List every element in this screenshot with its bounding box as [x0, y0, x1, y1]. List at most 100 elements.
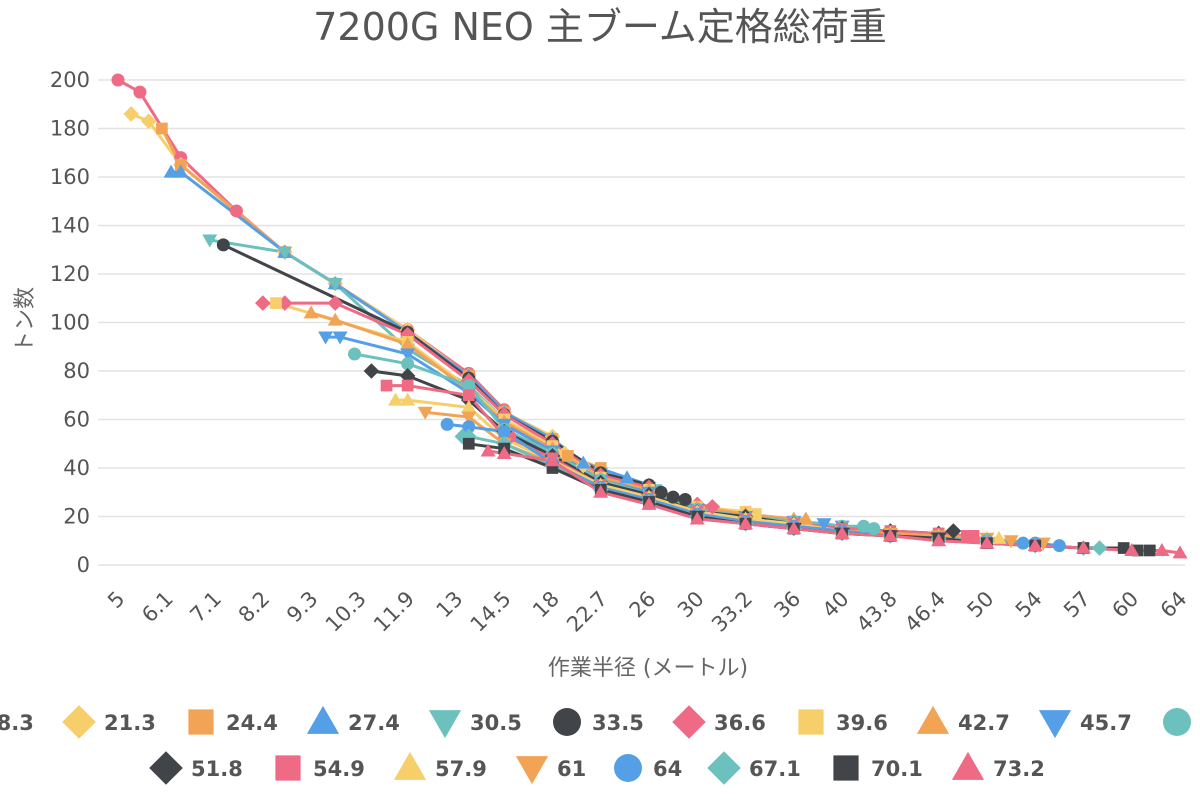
data-point: [1154, 542, 1170, 556]
chart-title: 7200G NEO 主ブーム定格総荷重: [313, 5, 887, 49]
data-point: [461, 399, 477, 413]
y-tick-label: 40: [63, 456, 90, 480]
legend-item[interactable]: 57.9: [393, 751, 487, 781]
legend-item[interactable]: 61: [515, 756, 586, 785]
legend-marker: [306, 705, 340, 734]
data-point: [363, 363, 380, 379]
data-point: [462, 379, 476, 393]
data-point: [496, 445, 512, 459]
data-point: [562, 450, 574, 462]
legend-marker: [188, 709, 214, 735]
y-tick-label: 180: [50, 117, 90, 141]
x-tick-label: 6.1: [137, 587, 178, 628]
legend-item[interactable]: 54.9: [275, 755, 365, 781]
data-point: [111, 73, 125, 87]
data-point: [546, 462, 559, 474]
legend-item[interactable]: 18.3: [0, 708, 34, 736]
legend-marker: [393, 751, 427, 780]
data-point: [867, 522, 881, 536]
data-point: [738, 516, 754, 530]
legend-item[interactable]: 27.4: [306, 705, 400, 735]
legend-label: 57.9: [435, 757, 487, 781]
x-tick-label: 33.2: [707, 587, 757, 637]
data-point: [979, 535, 995, 549]
legend-item[interactable]: 67.1: [707, 751, 801, 785]
series-line: [209, 238, 656, 492]
legend-label: 45.7: [1080, 711, 1132, 735]
legend-label: 30.5: [470, 711, 522, 735]
data-point: [1027, 538, 1043, 552]
legend-item[interactable]: 30.5: [428, 710, 522, 739]
legend-item[interactable]: 39.6: [798, 709, 888, 735]
y-axis-title: トン数: [13, 287, 38, 353]
y-tick-label: 60: [63, 408, 90, 432]
data-point: [1143, 544, 1156, 557]
data-point: [173, 164, 189, 178]
data-point: [462, 420, 476, 434]
legend-marker: [149, 751, 183, 785]
legend-item[interactable]: 70.1: [833, 755, 923, 781]
x-tick-label: 36: [769, 587, 805, 623]
legend-item[interactable]: 73.2: [951, 751, 1045, 781]
x-tick-label: 26: [625, 587, 661, 623]
data-point: [348, 347, 362, 361]
legend-label: 73.2: [993, 757, 1045, 781]
legend-item[interactable]: 36.6: [672, 705, 766, 739]
data-point: [750, 508, 762, 520]
x-tick-label: 30: [673, 587, 709, 623]
data-point: [327, 312, 343, 326]
legend-marker: [275, 755, 301, 781]
legend-item[interactable]: 45.7: [1038, 710, 1132, 739]
x-axis-title: 作業半径 (メートル): [548, 656, 748, 681]
legend-item[interactable]: 33.5: [553, 708, 644, 736]
data-point: [327, 295, 344, 311]
x-tick-label: 50: [963, 587, 999, 623]
data-point: [140, 113, 157, 130]
x-tick-label: 11.9: [369, 587, 419, 637]
legend-marker: [553, 708, 581, 736]
legend-label: 64: [653, 757, 682, 781]
legend-item[interactable]: 21.3: [62, 705, 156, 739]
legend-label: 18.3: [0, 711, 34, 735]
y-tick-label: 0: [77, 553, 90, 577]
data-point: [967, 530, 980, 542]
data-point: [1003, 535, 1019, 549]
data-point: [229, 204, 243, 218]
data-point: [400, 392, 416, 406]
y-axis-ticks: 0 20 40 60 80 100 120 140 160 180 200: [50, 68, 90, 577]
data-point: [666, 490, 680, 504]
data-point: [400, 336, 416, 350]
data-point: [462, 437, 475, 450]
data-point: [798, 511, 814, 525]
x-tick-label: 22.7: [562, 587, 612, 637]
x-tick-label: 46.4: [900, 587, 950, 637]
legend-item[interactable]: 51.8: [149, 751, 243, 785]
legend-label: 27.4: [348, 711, 400, 735]
data-point: [544, 453, 560, 467]
legend-label: 42.7: [958, 711, 1010, 735]
data-point: [388, 392, 404, 406]
series-line: [310, 311, 806, 521]
legend-label: 36.6: [714, 711, 766, 735]
data-point: [461, 411, 477, 425]
legend-item[interactable]: 42.7: [916, 705, 1010, 735]
legend: 18.3 21.3 24.4 27.4 30.5 33.5 36.6 39.6 42.7 45.7…: [0, 705, 1200, 785]
legend-item[interactable]: 24.4: [188, 709, 278, 735]
data-point: [960, 530, 973, 542]
legend-label: 61: [557, 757, 586, 781]
legend-marker: [62, 705, 96, 739]
legend-item[interactable]: 64: [614, 754, 682, 782]
series-line: [222, 243, 686, 501]
legend-marker: [916, 705, 950, 734]
legend-label: 51.8: [191, 757, 243, 781]
legend-item[interactable]: 48.8: [1163, 708, 1200, 736]
data-point: [857, 519, 871, 533]
data-point: [1172, 545, 1188, 559]
grid: [98, 79, 1185, 566]
legend-marker: [951, 751, 985, 780]
data-point: [277, 246, 293, 260]
x-tick-label: 57: [1059, 587, 1095, 623]
series-line: [160, 127, 602, 470]
series-line: [275, 301, 757, 516]
